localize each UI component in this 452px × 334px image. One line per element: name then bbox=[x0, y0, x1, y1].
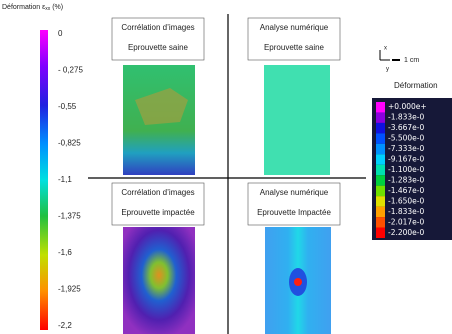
scale-length: 1 cm bbox=[404, 57, 419, 64]
panel-header-box bbox=[111, 17, 205, 61]
title-sub: xx bbox=[45, 6, 51, 12]
legend-label: -1.650e-0 bbox=[388, 196, 424, 205]
fe-impact-center bbox=[294, 278, 302, 286]
legend-title: Déformation bbox=[394, 81, 438, 90]
legend-swatch bbox=[376, 185, 385, 197]
colorbar-tick-label: -0,55 bbox=[58, 102, 77, 111]
legend-label: -2.017e-0 bbox=[388, 217, 424, 226]
legend-label: -1.833e-0 bbox=[388, 207, 424, 216]
panel-header-box bbox=[247, 17, 341, 61]
legend-swatch bbox=[376, 102, 385, 113]
legend-swatch bbox=[376, 196, 385, 207]
legend-label: -5.500e-0 bbox=[388, 134, 424, 143]
scale-icon: x 1 cm y bbox=[379, 46, 419, 73]
legend-label: -1.100e-0 bbox=[388, 165, 424, 174]
dic-impact-image bbox=[123, 227, 195, 334]
legend-label: +0.000e+ bbox=[388, 102, 427, 111]
fe-healthy-image bbox=[264, 65, 330, 175]
legend-label: -7.333e-0 bbox=[388, 144, 424, 153]
panel-specimen: Eprouvette saine bbox=[264, 43, 325, 52]
colorbar-tick-label: -1,6 bbox=[58, 248, 72, 257]
title-unit: (%) bbox=[52, 4, 63, 11]
colorbar-title: Déformation εxx (%) bbox=[2, 4, 63, 12]
colorbar bbox=[40, 30, 48, 330]
panel-specimen: Eprouvette saine bbox=[128, 43, 189, 52]
colorbar-tick-label: - 0,275 bbox=[58, 66, 83, 75]
colorbar-tick-label: 0 bbox=[58, 29, 63, 38]
x-axis-label: x bbox=[384, 46, 387, 52]
dic-healthy-zone bbox=[135, 88, 188, 125]
colorbar-tick-label: -0,825 bbox=[58, 139, 81, 148]
legend-label: -2.200e-0 bbox=[388, 228, 424, 237]
legend-swatch bbox=[376, 133, 385, 144]
legend-label: -3.667e-0 bbox=[388, 123, 424, 132]
legend-swatch bbox=[376, 112, 385, 123]
colorbar-tick-label: -1,375 bbox=[58, 212, 81, 221]
legend-swatch bbox=[376, 143, 385, 155]
legend-swatch bbox=[376, 217, 385, 228]
panel-headers: Corrélation d’images Eprouvette saine Anal… bbox=[111, 17, 341, 226]
panel-method: Analyse numérique bbox=[260, 23, 329, 32]
legend-swatch bbox=[376, 206, 385, 218]
legend-swatch bbox=[376, 227, 385, 238]
title-main: Déformation ε bbox=[2, 4, 45, 11]
panel-header-box bbox=[111, 182, 205, 226]
panel-method: Analyse numérique bbox=[260, 188, 329, 197]
panel-header-box bbox=[247, 182, 341, 226]
panel-method: Corrélation d’images bbox=[121, 23, 194, 32]
panel-specimen: Eprouvette Impactée bbox=[257, 208, 331, 217]
legend-label: -1.467e-0 bbox=[388, 186, 424, 195]
colorbar-tick-label: -1,1 bbox=[58, 175, 72, 184]
legend-swatch bbox=[376, 154, 385, 165]
legend-swatch bbox=[376, 164, 385, 176]
y-axis-label: y bbox=[386, 67, 389, 73]
legend-label: -1.833e-0 bbox=[388, 113, 424, 122]
legend: +0.000e+-1.833e-0-3.667e-0-5.500e-0-7.33… bbox=[376, 102, 427, 238]
colorbar-tick-label: -2,2 bbox=[58, 321, 72, 330]
colorbar-tick-label: -1,925 bbox=[58, 285, 81, 294]
legend-label: -1.283e-0 bbox=[388, 175, 424, 184]
legend-swatch bbox=[376, 175, 385, 186]
legend-box bbox=[372, 98, 452, 240]
panel-specimen: Eprouvette impactée bbox=[121, 208, 195, 217]
legend-label: -9.167e-0 bbox=[388, 155, 424, 164]
legend-swatch bbox=[376, 122, 385, 134]
panel-method: Corrélation d’images bbox=[121, 188, 194, 197]
